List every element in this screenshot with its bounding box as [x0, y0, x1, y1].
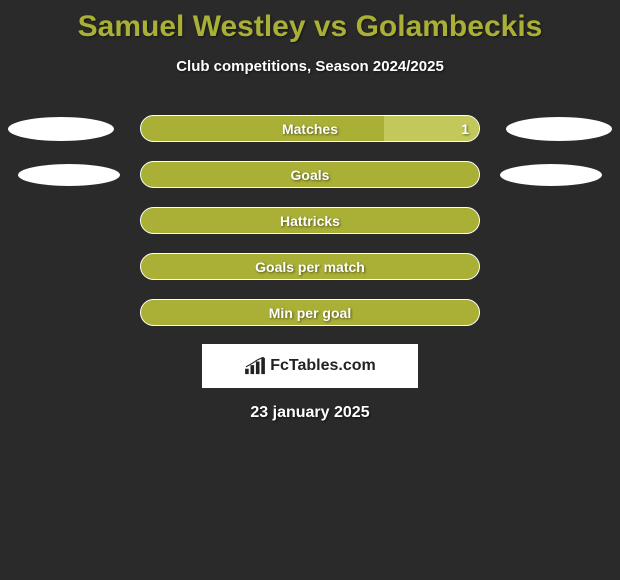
- page-title: Samuel Westley vs Golambeckis: [78, 10, 543, 44]
- logo-box: FcTables.com: [202, 344, 418, 388]
- logo-text: FcTables.com: [270, 357, 376, 375]
- stat-label: Hattricks: [280, 213, 340, 229]
- bars-icon: [244, 357, 266, 375]
- page-subtitle: Club competitions, Season 2024/2025: [176, 58, 444, 75]
- stat-label: Goals per match: [255, 259, 365, 275]
- stat-row: Goals: [0, 161, 620, 188]
- comparison-chart: Matches 1 Goals Hattricks Goals per matc…: [0, 115, 620, 326]
- date-label: 23 january 2025: [250, 404, 369, 422]
- player-left-marker: [8, 117, 114, 141]
- player-right-marker: [500, 164, 602, 186]
- infographic-container: Samuel Westley vs Golambeckis Club compe…: [0, 0, 620, 580]
- stat-label: Matches: [282, 121, 338, 137]
- stat-bar-hattricks: Hattricks: [140, 207, 480, 234]
- stat-row: Goals per match: [0, 253, 620, 280]
- stat-bar-matches: Matches 1: [140, 115, 480, 142]
- stat-bar-goals: Goals: [140, 161, 480, 188]
- logo: FcTables.com: [244, 357, 376, 375]
- stat-row: Hattricks: [0, 207, 620, 234]
- stat-bar-goals-per-match: Goals per match: [140, 253, 480, 280]
- stat-row: Matches 1: [0, 115, 620, 142]
- stat-row: Min per goal: [0, 299, 620, 326]
- stat-bar-min-per-goal: Min per goal: [140, 299, 480, 326]
- player-left-marker: [18, 164, 120, 186]
- stat-label: Min per goal: [269, 305, 351, 321]
- stat-value-right: 1: [461, 121, 469, 137]
- player-right-marker: [506, 117, 612, 141]
- stat-label: Goals: [291, 167, 330, 183]
